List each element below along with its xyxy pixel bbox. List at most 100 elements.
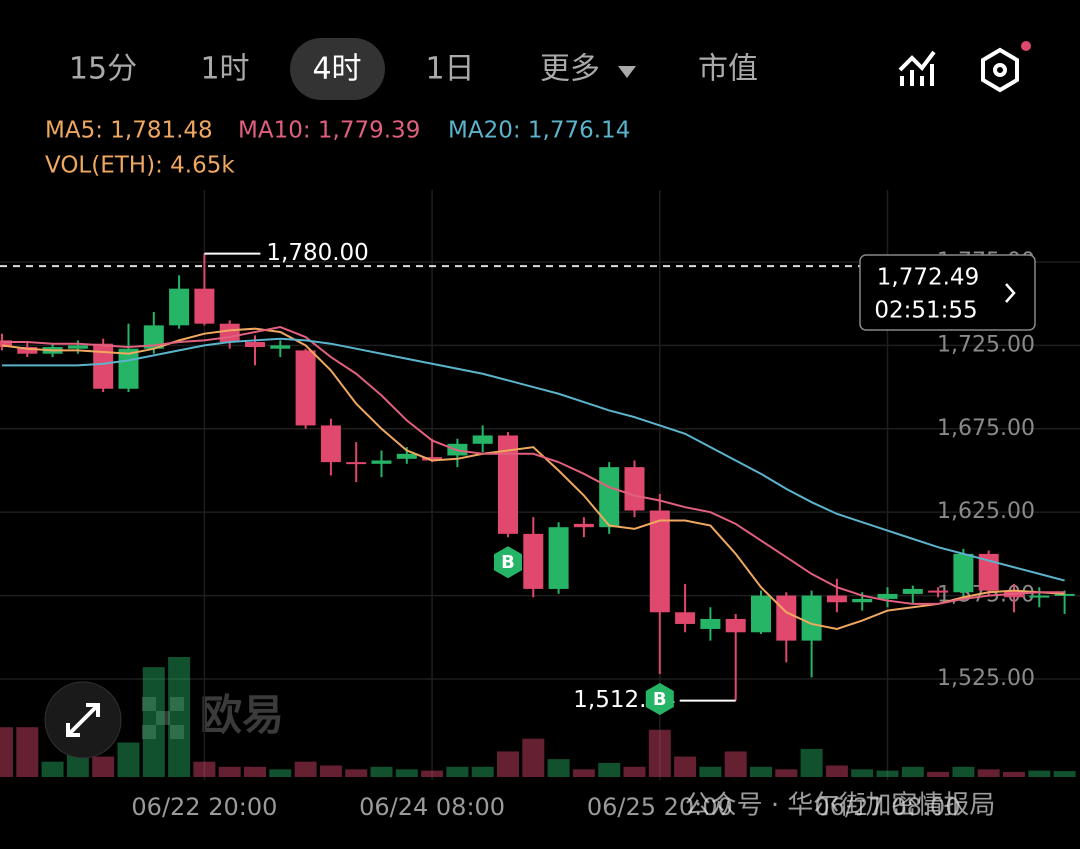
candle-body — [17, 347, 38, 354]
candle-body — [649, 510, 670, 613]
countdown-label: 02:51:55 — [874, 298, 977, 324]
tab-selected-pill — [290, 38, 385, 100]
candle-body — [902, 588, 923, 594]
volume-bar — [0, 727, 13, 777]
y-tick-label: 1,725.00 — [937, 332, 1035, 357]
volume-bar — [952, 766, 975, 777]
candle-body — [1054, 593, 1075, 596]
watermark-logo — [142, 697, 184, 739]
candle-body — [93, 343, 114, 389]
watermark-footer: 公众号 · 华尔街加密情报局 — [685, 791, 996, 821]
volume-bar — [370, 766, 393, 777]
ma-line — [2, 337, 1065, 582]
tab[interactable]: 市值 — [698, 52, 758, 87]
volume-bar — [825, 765, 848, 777]
volume-bar — [1053, 771, 1076, 777]
volume-bar — [16, 727, 39, 777]
volume-bar — [699, 766, 722, 777]
candle-body — [143, 325, 164, 349]
volume-bar — [724, 751, 747, 777]
volume-bar — [471, 766, 494, 777]
candle-body — [523, 533, 544, 589]
volume-readout: VOL(ETH): 4.65k — [45, 153, 235, 179]
last-price-label: 1,772.49 — [877, 265, 979, 291]
candle-body — [826, 595, 847, 603]
candle-body — [270, 345, 291, 349]
watermark-brand: 欧易 — [200, 691, 284, 740]
volume-bar — [1003, 771, 1025, 777]
volume-bar — [522, 738, 545, 777]
volume-bar — [901, 766, 924, 777]
x-tick-label: 06/22 20:00 — [131, 793, 277, 821]
volume-bar — [395, 769, 418, 777]
ma-line — [2, 325, 1065, 605]
volume-bar — [598, 762, 621, 777]
volume-bar — [977, 769, 1000, 777]
volume-bar — [497, 751, 519, 777]
volume-bar — [92, 756, 115, 777]
candle-body — [396, 453, 417, 459]
candle-body — [371, 460, 392, 464]
volume-bar — [800, 748, 823, 777]
dropdown-arrow — [618, 66, 636, 78]
volume-bar — [193, 761, 216, 777]
candle-body — [675, 612, 696, 624]
volume-bar — [623, 766, 646, 777]
volume-bar — [142, 667, 165, 777]
candle-body — [700, 618, 721, 629]
candle-body — [295, 350, 316, 426]
last-price-arrow — [1005, 283, 1016, 303]
tab[interactable]: 1日 — [425, 52, 474, 87]
volume-bar — [876, 770, 899, 777]
volume-bar — [117, 742, 140, 777]
candle-body — [0, 340, 12, 348]
candle-body — [599, 467, 620, 528]
x-tick-label: 06/24 08:00 — [359, 793, 505, 821]
volume-bar — [41, 761, 64, 777]
volume-bar — [851, 769, 874, 777]
volume-bar — [674, 756, 697, 777]
candle-body — [346, 462, 367, 465]
volume-bar — [168, 657, 191, 777]
tab[interactable]: 更多 — [540, 52, 600, 87]
volume-bar — [750, 766, 772, 777]
trade-marker-label: B — [501, 552, 515, 573]
legend-entry: MA20: 1,776.14 — [448, 118, 630, 144]
volume-bar — [319, 765, 342, 777]
volume-bar — [446, 766, 469, 777]
candle-body — [928, 590, 949, 593]
legend-entry: MA5: 1,781.48 — [45, 118, 213, 144]
trade-marker — [494, 546, 522, 579]
candle-body — [245, 342, 265, 348]
candle-body — [67, 345, 88, 349]
y-tick-label: 1,625.00 — [937, 499, 1035, 524]
candle-body — [751, 595, 771, 633]
candle-body — [978, 553, 999, 591]
volume-bar — [345, 769, 368, 777]
annotation-label: 1,780.00 — [266, 240, 368, 266]
candle-body — [877, 593, 898, 599]
chart-type-icon[interactable] — [898, 50, 936, 86]
volume-bar — [547, 759, 570, 777]
candle-body — [725, 618, 746, 633]
tab[interactable]: 1时 — [200, 52, 249, 87]
candle-body — [169, 288, 190, 326]
volume-bar — [1028, 770, 1051, 777]
candle-body — [953, 553, 974, 593]
notification-dot — [1021, 41, 1031, 51]
trade-marker-label: B — [653, 689, 667, 710]
candle-body — [852, 598, 873, 603]
tab-active[interactable]: 4时 — [312, 52, 361, 87]
candle-body — [1029, 595, 1050, 598]
volume-bar — [421, 770, 444, 777]
expand-icon — [66, 703, 100, 737]
candle-body — [776, 595, 797, 641]
tab[interactable]: 15分 — [69, 52, 137, 87]
volume-bar — [927, 771, 950, 777]
last-price-box — [859, 254, 1036, 331]
candle-body — [498, 435, 518, 534]
x-tick-label: 06/25 20:00 — [587, 793, 733, 821]
settings-icon[interactable] — [981, 47, 1019, 93]
